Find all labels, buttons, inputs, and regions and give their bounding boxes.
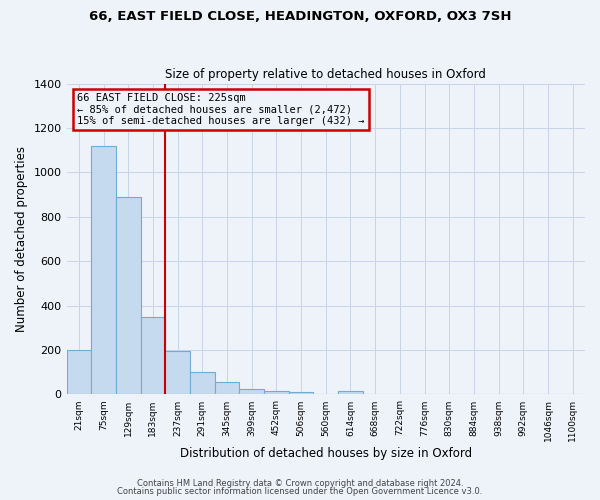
Bar bbox=[289, 392, 313, 394]
Bar bbox=[190, 372, 215, 394]
Bar bbox=[239, 389, 264, 394]
Y-axis label: Number of detached properties: Number of detached properties bbox=[15, 146, 28, 332]
X-axis label: Distribution of detached houses by size in Oxford: Distribution of detached houses by size … bbox=[180, 447, 472, 460]
Text: Contains HM Land Registry data © Crown copyright and database right 2024.: Contains HM Land Registry data © Crown c… bbox=[137, 478, 463, 488]
Text: 66, EAST FIELD CLOSE, HEADINGTON, OXFORD, OX3 7SH: 66, EAST FIELD CLOSE, HEADINGTON, OXFORD… bbox=[89, 10, 511, 23]
Bar bbox=[215, 382, 239, 394]
Bar bbox=[165, 351, 190, 395]
Bar bbox=[67, 350, 91, 395]
Title: Size of property relative to detached houses in Oxford: Size of property relative to detached ho… bbox=[166, 68, 486, 81]
Bar bbox=[116, 197, 140, 394]
Bar bbox=[264, 391, 289, 394]
Bar bbox=[140, 316, 165, 394]
Text: Contains public sector information licensed under the Open Government Licence v3: Contains public sector information licen… bbox=[118, 487, 482, 496]
Bar bbox=[338, 392, 363, 394]
Text: 66 EAST FIELD CLOSE: 225sqm
← 85% of detached houses are smaller (2,472)
15% of : 66 EAST FIELD CLOSE: 225sqm ← 85% of det… bbox=[77, 93, 364, 126]
Bar bbox=[91, 146, 116, 394]
